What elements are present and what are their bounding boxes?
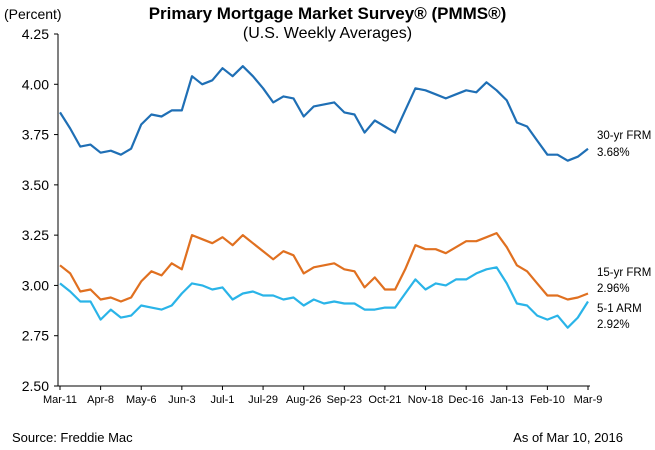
x-tick-label: Jul-29 bbox=[248, 394, 278, 406]
chart-title: Primary Mortgage Market Survey® (PMMS®) bbox=[148, 4, 507, 23]
x-tick-label: Jul-1 bbox=[211, 394, 235, 406]
series-name-30-yr-frm: 30-yr FRM bbox=[597, 130, 651, 142]
x-tick-label: Feb-10 bbox=[530, 394, 565, 406]
x-tick-label: Jun-3 bbox=[168, 394, 196, 406]
x-tick-label: Aug-26 bbox=[286, 394, 321, 406]
y-tick-label: 3.00 bbox=[22, 277, 49, 293]
y-tick-label: 3.50 bbox=[22, 177, 49, 193]
x-tick-label: Mar-11 bbox=[43, 394, 77, 406]
series-end-value-30-yr-frm: 3.68% bbox=[597, 147, 630, 159]
x-tick-label: May-6 bbox=[126, 394, 157, 406]
source-note: Source: Freddie Mac bbox=[12, 430, 133, 445]
y-tick-label: 2.50 bbox=[22, 378, 49, 394]
x-tick-label: Oct-21 bbox=[368, 394, 401, 406]
series-end-value-15-yr-frm: 2.96% bbox=[597, 283, 630, 295]
x-tick-label: Mar-9 bbox=[574, 394, 603, 406]
x-tick-label: Jan-13 bbox=[490, 394, 524, 406]
y-tick-label: 3.25 bbox=[22, 227, 49, 243]
x-tick-label: Nov-18 bbox=[408, 394, 443, 406]
y-tick-label: 4.25 bbox=[22, 26, 49, 42]
x-tick-label: Dec-16 bbox=[448, 394, 483, 406]
y-tick-label: 4.00 bbox=[22, 76, 49, 92]
series-name-5-1-arm: 5-1 ARM bbox=[597, 303, 642, 315]
x-tick-label: Apr-8 bbox=[87, 394, 114, 406]
y-axis-unit-label: (Percent) bbox=[4, 6, 62, 22]
series-name-15-yr-frm: 15-yr FRM bbox=[597, 267, 651, 279]
chart-subtitle: (U.S. Weekly Averages) bbox=[242, 25, 413, 42]
y-tick-label: 2.75 bbox=[22, 328, 49, 344]
y-tick-label: 3.75 bbox=[22, 127, 49, 143]
series-line-30-yr-frm bbox=[59, 65, 589, 162]
series-end-value-5-1-arm: 2.92% bbox=[597, 319, 630, 331]
series-line-15-yr-frm bbox=[59, 232, 589, 303]
x-tick-label: Sep-23 bbox=[327, 394, 362, 406]
as-of-date: As of Mar 10, 2016 bbox=[513, 430, 623, 445]
series-line-5-1-arm bbox=[59, 266, 589, 329]
